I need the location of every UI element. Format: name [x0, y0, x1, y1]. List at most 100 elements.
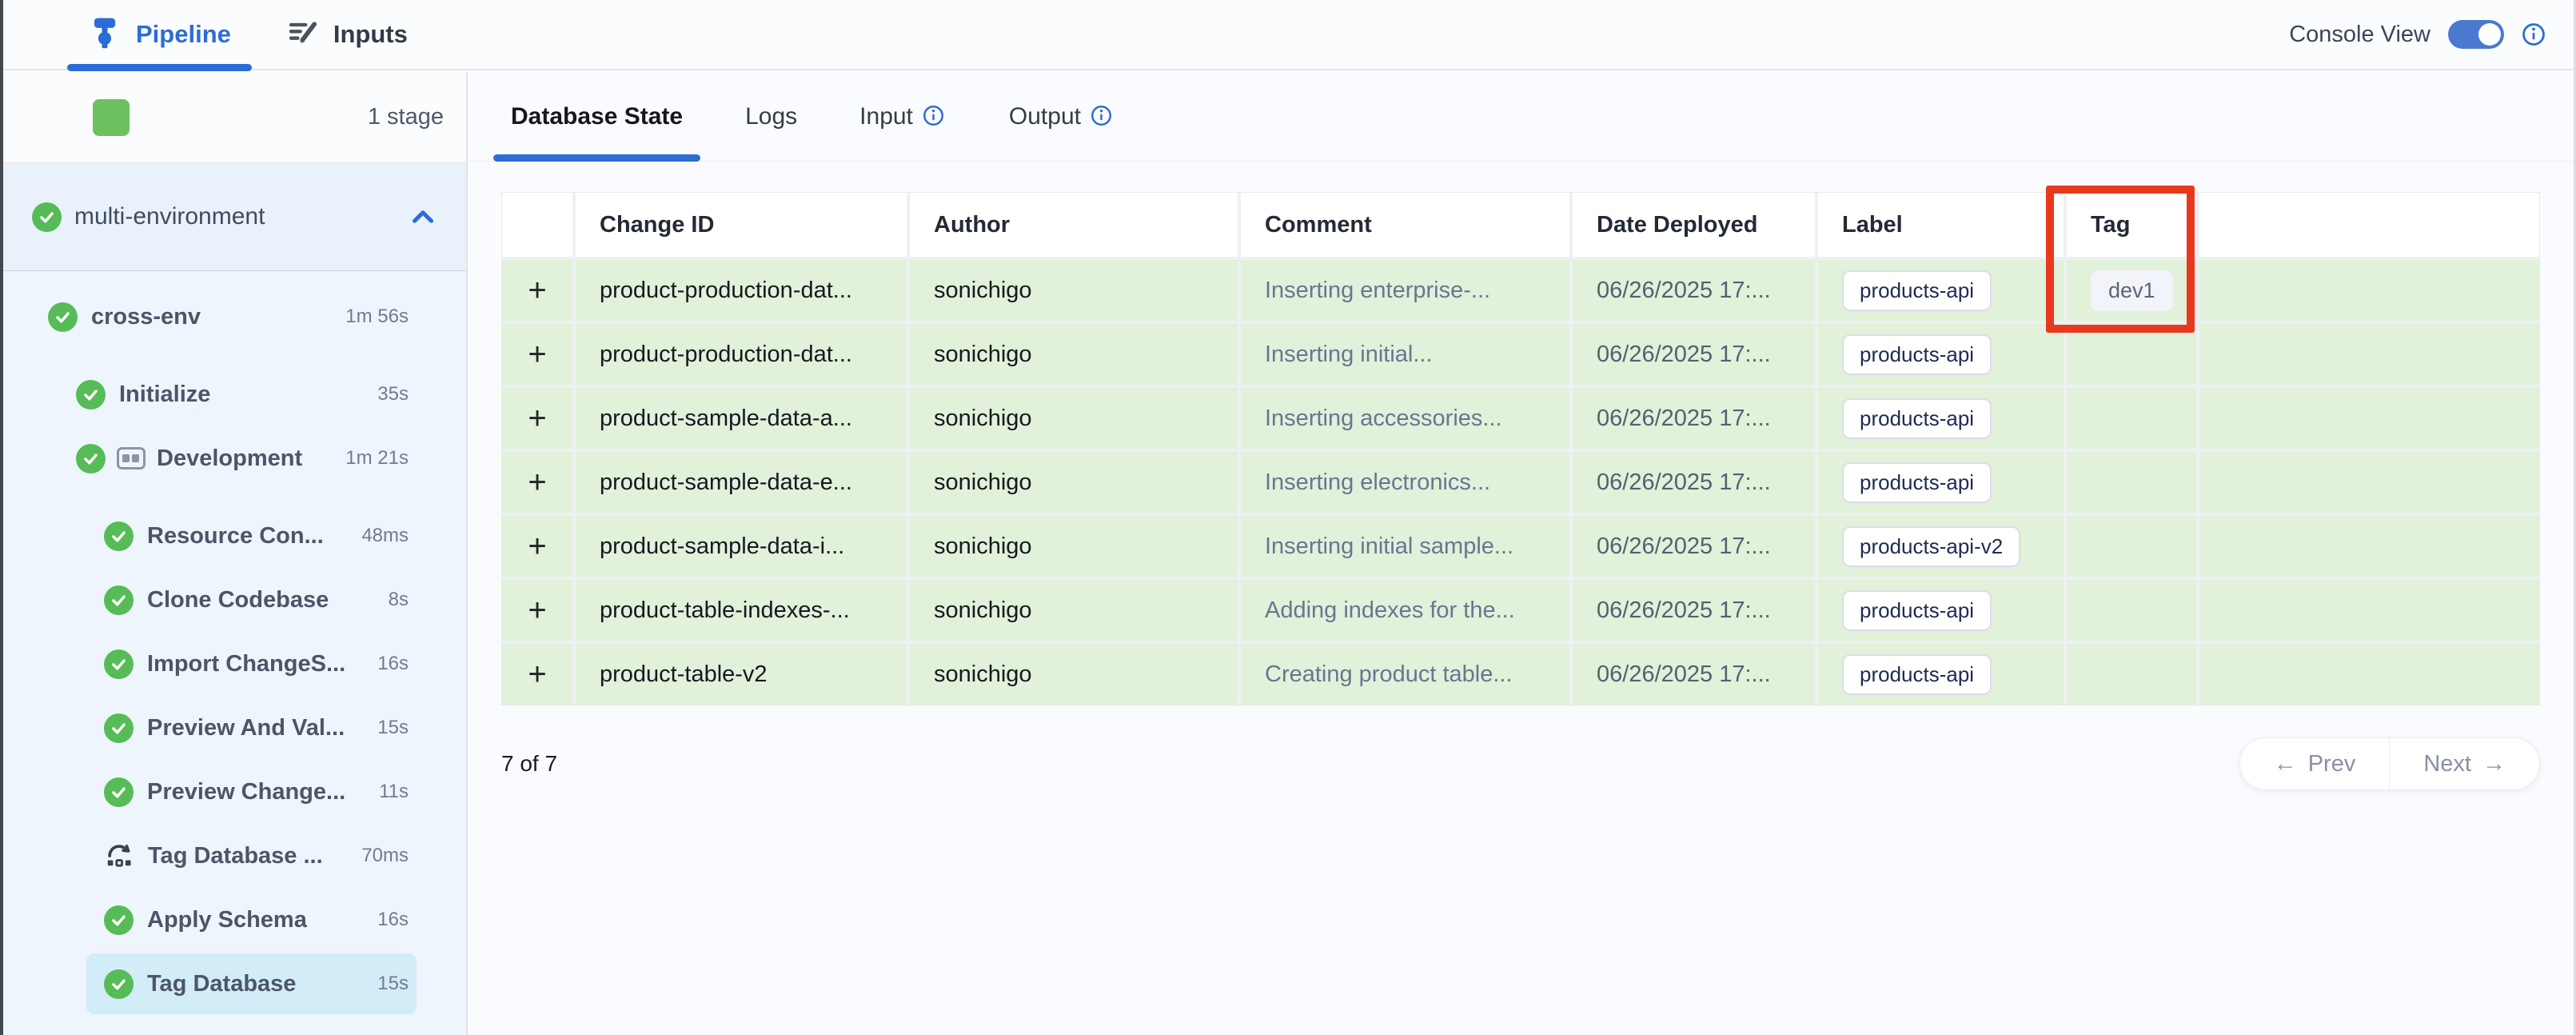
label-badge: products-api — [1842, 270, 1992, 311]
tab-pipeline-label: Pipeline — [136, 20, 231, 48]
step-duration: 35s — [377, 383, 409, 405]
label-badge: products-api — [1842, 589, 1992, 631]
row-expand-button[interactable]: + — [502, 580, 572, 641]
stage-count-label: 1 stage — [367, 104, 444, 130]
cell-comment: Creating product table... — [1241, 644, 1569, 705]
cell-empty — [2199, 260, 2539, 321]
success-check-icon — [104, 713, 134, 743]
input-info-icon[interactable] — [923, 105, 947, 129]
cell-change-id: product-production-dat... — [576, 260, 907, 321]
step-duration: 16s — [377, 653, 409, 674]
success-check-icon — [76, 443, 106, 474]
step-label: Import ChangeS... — [147, 650, 346, 677]
prev-label: Prev — [2307, 750, 2356, 777]
scrollbar-track[interactable] — [2574, 0, 2576, 1035]
tab-pipeline[interactable]: Pipeline — [67, 0, 252, 71]
cell-empty — [2199, 580, 2539, 641]
cell-author: sonichigo — [910, 324, 1238, 385]
cell-author: sonichigo — [910, 580, 1238, 641]
row-expand-button[interactable]: + — [502, 644, 572, 705]
cell-comment: Inserting accessories... — [1241, 388, 1569, 449]
stage-group-multi-environment[interactable]: multi-environment — [0, 163, 466, 271]
tab-output[interactable]: Output — [991, 72, 1132, 162]
cell-empty — [2199, 644, 2539, 705]
success-check-icon — [104, 969, 134, 999]
row-expand-button[interactable]: + — [502, 516, 572, 577]
cell-label: products-api — [1818, 260, 2064, 321]
cell-author: sonichigo — [910, 388, 1238, 449]
row-expand-button[interactable]: + — [502, 324, 572, 385]
cell-author: sonichigo — [910, 516, 1238, 577]
arrow-right-icon: → — [2482, 750, 2506, 777]
row-expand-button[interactable]: + — [502, 452, 572, 513]
step-preview-and-validate[interactable]: Preview And Val... 15s — [0, 696, 466, 760]
cell-label: products-api — [1818, 580, 2064, 641]
cell-date-deployed: 06/26/2025 17:... — [1573, 580, 1815, 641]
step-tag-database[interactable]: Tag Database 15s — [0, 952, 466, 1016]
label-badge: products-api — [1842, 398, 1992, 439]
inputs-icon — [287, 17, 319, 53]
selected-step-highlight — [86, 953, 417, 1014]
tab-inputs-label: Inputs — [333, 20, 408, 48]
step-duration: 11s — [379, 781, 409, 802]
prev-page-button[interactable]: ← Prev — [2239, 738, 2390, 789]
step-preview-changes[interactable]: Preview Change... 11s — [0, 760, 466, 824]
row-expand-button[interactable]: + — [502, 388, 572, 449]
step-tag-database-rollback[interactable]: Tag Database ... 70ms — [0, 824, 466, 888]
database-state-table: Change ID Author Comment Date Deployed L… — [501, 186, 2540, 705]
col-header-comment: Comment — [1241, 193, 1569, 257]
step-duration: 8s — [388, 589, 409, 610]
tab-logs[interactable]: Logs — [728, 72, 815, 162]
tab-database-state[interactable]: Database State — [493, 72, 701, 162]
step-label: cross-env — [91, 303, 201, 330]
top-bar: Pipeline Inputs Console View — [0, 0, 2576, 71]
cell-date-deployed: 06/26/2025 17:... — [1573, 324, 1815, 385]
row-count-label: 7 of 7 — [501, 751, 558, 776]
step-cross-env[interactable]: cross-env 1m 56s — [0, 285, 466, 349]
label-badge: products-api — [1842, 334, 1992, 375]
step-label: Preview Change... — [147, 778, 346, 805]
success-check-icon — [104, 777, 134, 807]
step-apply-schema[interactable]: Apply Schema 16s — [0, 888, 466, 952]
cell-label: products-api — [1818, 452, 2064, 513]
output-info-icon[interactable] — [1091, 105, 1115, 129]
step-details-panel: Database State Logs Input Output Change … — [469, 72, 2576, 1035]
cell-tag — [2067, 516, 2196, 577]
matrix-strategy-icon — [117, 447, 146, 470]
step-duration: 16s — [377, 909, 409, 930]
cell-date-deployed: 06/26/2025 17:... — [1573, 644, 1815, 705]
step-label: Tag Database ... — [148, 842, 323, 869]
cell-tag — [2067, 388, 2196, 449]
console-view-toggle[interactable] — [2448, 20, 2504, 49]
step-initialize[interactable]: Initialize 35s — [0, 362, 466, 426]
step-label: Resource Con... — [147, 522, 324, 549]
step-resource-constraint[interactable]: Resource Con... 48ms — [0, 504, 466, 568]
cell-comment: Inserting initial... — [1241, 324, 1569, 385]
step-duration: 70ms — [361, 845, 409, 866]
cell-empty — [2199, 516, 2539, 577]
cell-empty — [2199, 324, 2539, 385]
cell-label: products-api-v2 — [1818, 516, 2064, 577]
cell-change-id: product-table-indexes-... — [576, 580, 907, 641]
tab-inputs[interactable]: Inputs — [266, 0, 429, 70]
cell-change-id: product-sample-data-i... — [576, 516, 907, 577]
step-duration: 1m 56s — [345, 306, 409, 327]
cell-empty — [2199, 388, 2539, 449]
step-label: Apply Schema — [147, 906, 307, 933]
cell-author: sonichigo — [910, 644, 1238, 705]
next-page-button[interactable]: Next → — [2389, 738, 2539, 789]
label-badge: products-api-v2 — [1842, 525, 2021, 567]
tab-input[interactable]: Input — [842, 72, 964, 162]
cell-label: products-api — [1818, 324, 2064, 385]
stage-status-square — [93, 98, 130, 136]
step-label: Clone Codebase — [147, 586, 329, 613]
col-header-tag: Tag — [2067, 193, 2196, 257]
step-import-changesets[interactable]: Import ChangeS... 16s — [0, 632, 466, 696]
cell-label: products-api — [1818, 644, 2064, 705]
step-development[interactable]: Development 1m 21s — [0, 426, 466, 490]
detail-tabs: Database State Logs Input Output — [469, 72, 2576, 162]
chevron-up-icon[interactable] — [409, 202, 437, 231]
row-expand-button[interactable]: + — [502, 260, 572, 321]
step-clone-codebase[interactable]: Clone Codebase 8s — [0, 568, 466, 632]
console-view-info-icon[interactable] — [2522, 22, 2546, 46]
